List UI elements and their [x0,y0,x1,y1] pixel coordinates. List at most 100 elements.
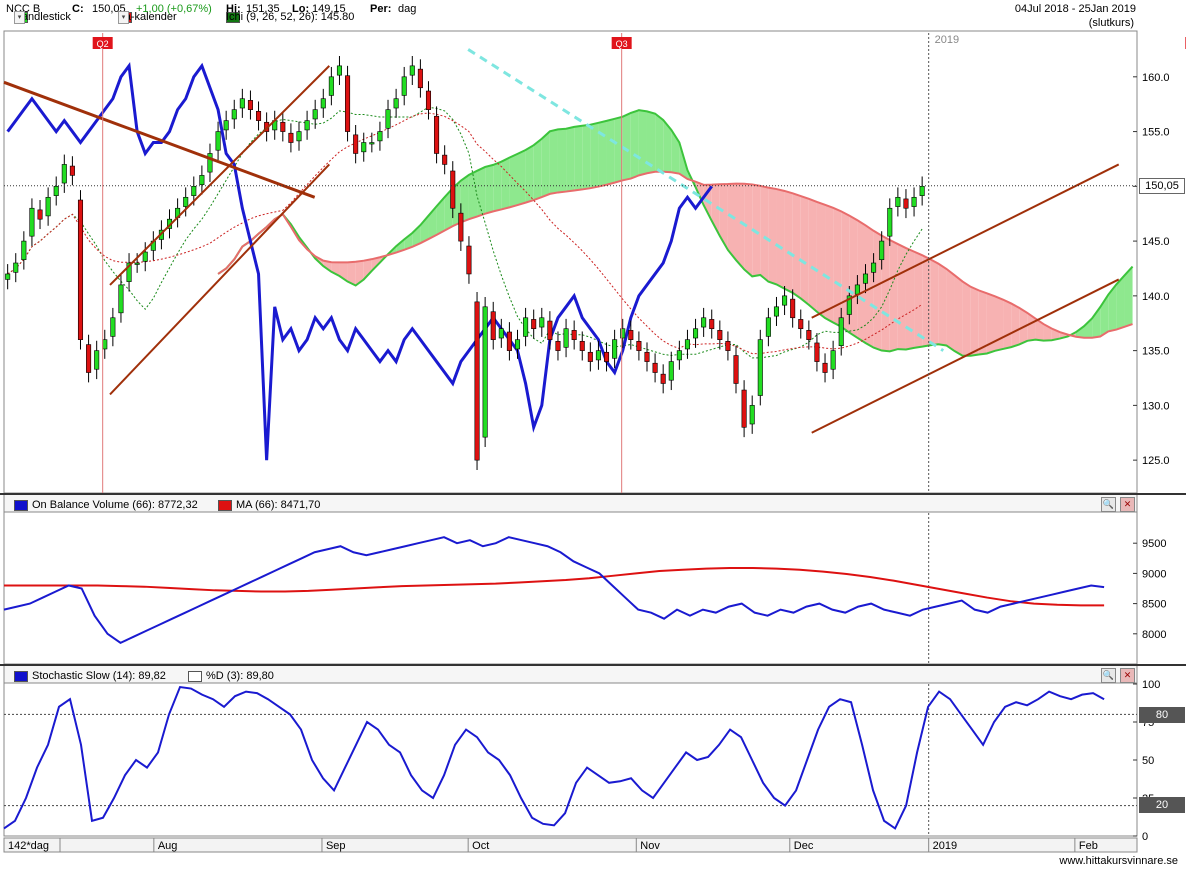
cloud-segment [1108,284,1117,332]
legend-obv[interactable]: On Balance Volume (66): 8772,32 [14,499,198,511]
cloud-segment [978,290,987,355]
candle [701,317,707,328]
candle [547,320,553,340]
fa-kalender-dropdown-icon[interactable]: ▾ [118,10,129,24]
obv-ma-line [4,566,1105,607]
stoch-zoom-icon[interactable]: 🔍 [1101,668,1116,683]
candle [636,341,642,351]
candle [879,240,885,261]
stoch-close-icon[interactable]: ✕ [1120,668,1135,683]
legend-stoch[interactable]: Stochastic Slow (14): 89,82 [14,670,166,682]
obv-zoom-icon[interactable]: 🔍 [1101,497,1116,512]
cloud-segment [598,120,607,187]
candle [320,98,326,109]
candle [458,212,464,242]
candle [539,317,545,328]
report-marker-label-1: Q3 [616,39,628,49]
cloud-segment [541,131,550,198]
x-axis-label-3: Nov [640,840,660,852]
trend-line-down [3,80,316,199]
stoch-tick-label-0: 0 [1142,831,1148,843]
candle [102,339,108,350]
cloud-segment [833,207,842,327]
candlestick-dropdown-icon[interactable]: ▾ [14,10,25,24]
cloud-segment [825,204,834,323]
price-tick-label-3: 140.0 [1142,291,1170,303]
candle [385,109,391,129]
candle [425,90,432,110]
candle [126,262,132,282]
site-credit: www.hittakursvinnare.se [1059,855,1178,867]
candle [37,209,43,220]
candle [514,339,521,350]
candle [142,251,148,262]
cloud-segment [744,183,753,277]
candle [353,134,359,154]
legend-obv-ma[interactable]: MA (66): 8471,70 [218,499,320,511]
candle [895,196,901,207]
candle [280,121,286,132]
x-axis-bar [3,837,1138,853]
candle [555,341,561,351]
candle [911,196,917,207]
candle [765,317,771,337]
cloud-segment [994,296,1004,351]
candle [94,350,100,370]
cloud-segment [784,190,793,293]
per-label: Per: [370,3,392,15]
obv-tick-label-3: 9500 [1142,538,1166,550]
cloud-segment [792,193,801,299]
price-tick-label-2: 135.0 [1142,346,1170,358]
candle [749,405,755,425]
cloud-segment [938,263,947,346]
x-axis-label-5: 2019 [933,840,957,852]
cloud-segment [905,248,915,350]
price-tick-label-4: 145.0 [1142,236,1170,248]
cloud-segment [566,126,575,192]
cloud-segment [816,201,826,319]
x-axis-label-0: Aug [158,840,178,852]
cloud-segment [1092,307,1101,338]
cloud-segment [582,124,591,190]
candle [693,328,699,339]
cloud-segment [533,138,542,201]
candle [838,317,844,346]
candle [288,132,294,143]
cloud-segment [557,128,567,193]
cloud-segment [1084,318,1093,338]
legend-stoch-d[interactable]: %D (3): 89,80 [188,670,274,682]
cloud-segment [420,215,429,244]
stoch-d-swatch-icon [188,670,202,682]
candle [676,350,682,361]
candle [887,207,893,237]
channel-upper-1 [109,65,330,286]
candle [498,328,504,339]
candle [579,341,585,351]
legend-stoch-d-label: %D (3): 89,80 [206,670,274,682]
ichi-swatch-icon [226,11,240,23]
cloud-segment [590,122,599,189]
price-tick-label-6: 155.0 [1142,127,1170,139]
candle [215,131,221,151]
candle [69,165,75,176]
cloud-segment [873,230,882,351]
ichi-span-a [217,109,1134,357]
year-label: 2019 [935,34,959,46]
cloud-segment [768,187,777,285]
trend-line-cyan [467,48,945,352]
candle [393,98,399,109]
obv-close-icon[interactable]: ✕ [1120,497,1135,512]
panel-frame-2 [3,664,1138,837]
candle [717,330,723,340]
cloud-segment [857,220,866,344]
candles [5,56,925,470]
stoch-tick-label-4: 100 [1142,679,1160,691]
cloud-segment [986,293,995,354]
candle [312,109,318,120]
ichi-tenkan [7,106,923,359]
price-tick-label-0: 125.0 [1142,455,1170,467]
stoch-tick-label-2: 50 [1142,755,1154,767]
candle [223,120,229,131]
report-marker-box-1 [611,37,632,49]
